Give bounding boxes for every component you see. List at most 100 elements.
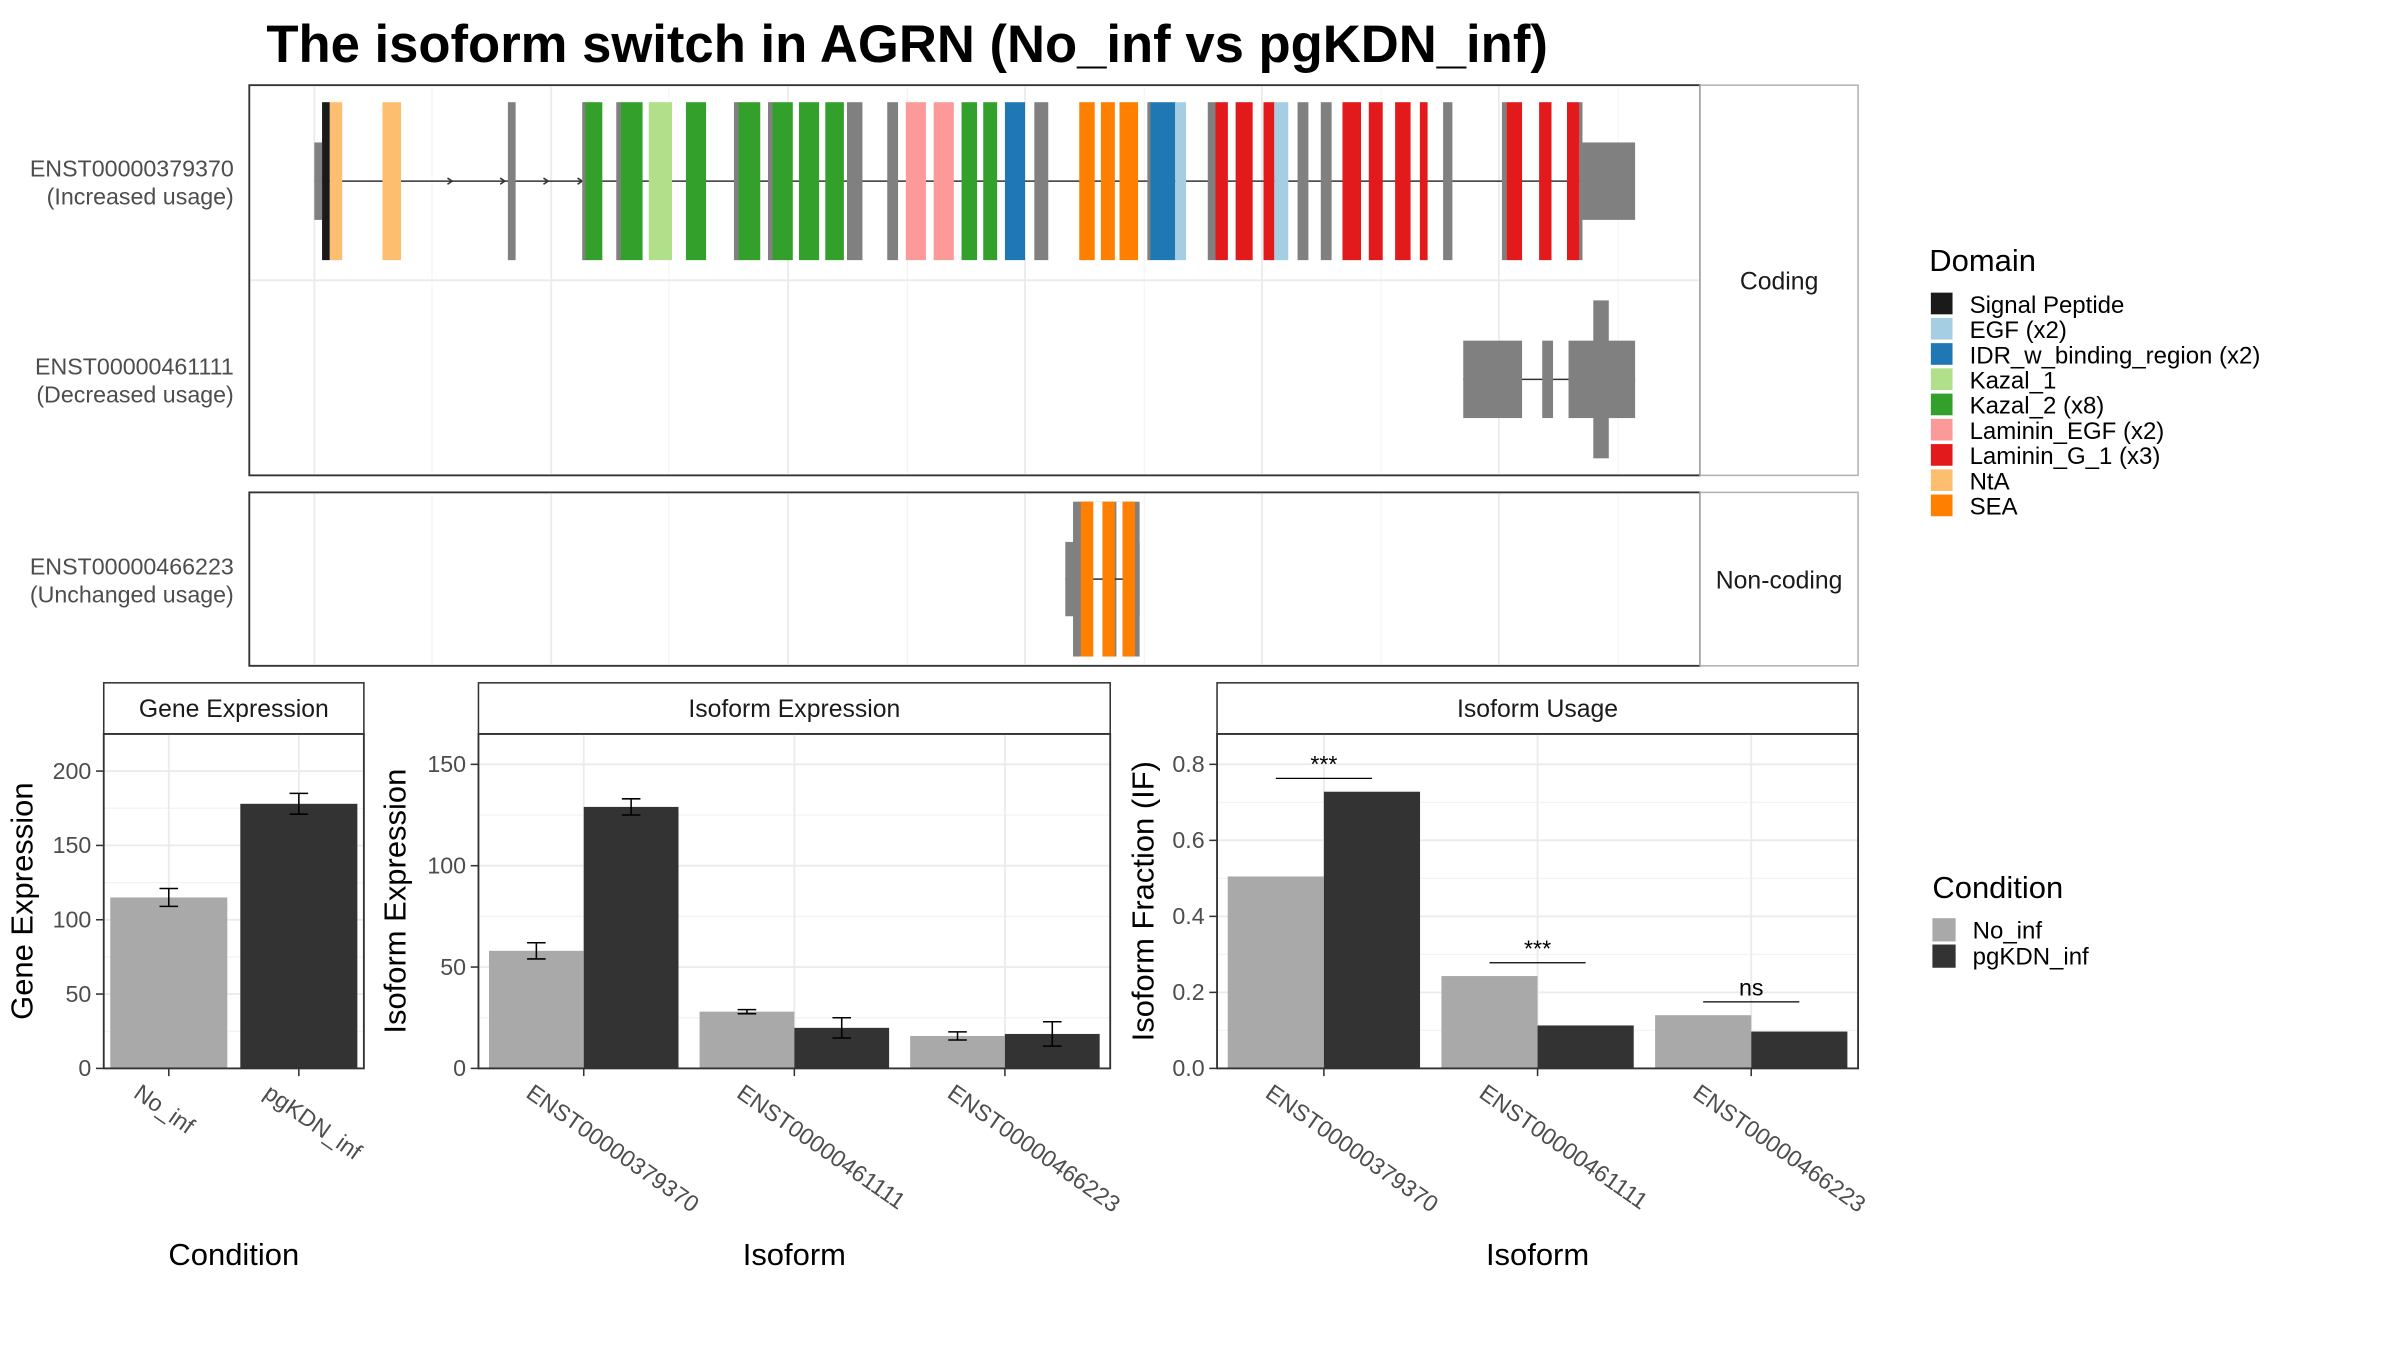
transcript-track-1 <box>314 102 1636 261</box>
domain-legend-label: NtA <box>1970 468 2010 495</box>
exon-domain-laminin-egf <box>933 102 954 261</box>
noncoding-panel: Non-coding <box>248 491 1859 667</box>
x-tick-label: No_inf <box>129 1079 199 1139</box>
noncoding-panel-grid <box>313 493 1619 665</box>
exon <box>768 102 773 261</box>
bar-no-inf <box>1227 876 1324 1069</box>
transcript-track-2 <box>1463 300 1636 459</box>
domain-legend-label: EGF (x2) <box>1970 317 2067 344</box>
chart-title: Isoform Usage <box>1457 696 1618 723</box>
exon-domain-kazal-2 <box>737 102 761 261</box>
chart-strip <box>102 682 365 735</box>
y-tick-label: 150 <box>427 751 466 777</box>
intron-arrow <box>447 177 454 185</box>
exon-domain-kazal-2 <box>771 102 793 261</box>
domain-legend-key <box>1930 368 1953 391</box>
domain-legend-label: Laminin_EGF (x2) <box>1970 418 2165 445</box>
exon-domain-laminin-g-1 <box>1566 102 1580 261</box>
exon-domain-kazal-2 <box>619 102 643 261</box>
exon-cds <box>1593 300 1609 459</box>
x-axis-title: Condition <box>168 1237 299 1272</box>
transcript-label-3-id: ENST00000466223 <box>30 553 234 579</box>
exon-domain-sea <box>1119 102 1139 261</box>
facet-label-coding: Coding <box>1740 269 1818 296</box>
domain-legend-label: Laminin_G_1 (x3) <box>1970 443 2161 470</box>
exon <box>1147 102 1151 261</box>
exon-utr <box>1463 340 1523 419</box>
domain-legend-key <box>1930 393 1953 416</box>
exon-domain-kazal-2 <box>825 102 844 261</box>
bar-pgkdn-inf <box>1537 1025 1634 1069</box>
domain-legend-key <box>1930 317 1953 340</box>
exon-domain-sea <box>1102 501 1115 657</box>
exon-domain-nta <box>329 102 343 261</box>
exon-domain-kazal-2 <box>961 102 978 261</box>
exon-domain-sea <box>1122 501 1135 657</box>
exon-domain-laminin-g-1 <box>1342 102 1362 261</box>
significance-label: *** <box>1524 936 1551 962</box>
bar-no-inf <box>488 950 584 1069</box>
exon <box>1579 102 1583 261</box>
exon-domain-laminin-g-1 <box>1368 102 1383 261</box>
exon <box>582 102 586 261</box>
bar-pgkdn-inf <box>583 806 679 1069</box>
y-axis-title: Gene Expression <box>5 782 40 1019</box>
domain-legend-title: Domain <box>1929 243 2036 278</box>
y-tick-label: 0.0 <box>1172 1055 1204 1081</box>
bar-no-inf <box>1655 1015 1752 1069</box>
x-axis-title: Isoform <box>1486 1237 1589 1272</box>
exon-domain-laminin-g-1 <box>1235 102 1253 261</box>
exon-domain-laminin-g-1 <box>1419 102 1428 261</box>
y-tick-label: 50 <box>66 981 92 1007</box>
exon <box>1297 102 1309 261</box>
bar-no-inf <box>1441 976 1538 1069</box>
exon-domain-nta <box>382 102 402 261</box>
significance-label: ns <box>1739 975 1764 1001</box>
domain-legend-label: Kazal_1 <box>1970 367 2057 394</box>
intron-arrow <box>499 177 507 185</box>
bar-pgkdn-inf <box>1323 791 1421 1069</box>
exon <box>733 102 739 261</box>
y-tick-label: 200 <box>53 758 92 784</box>
x-tick-label: ENST00000461111 <box>732 1079 910 1214</box>
chart-panel-border <box>102 733 365 1070</box>
exon-utr <box>1582 142 1636 220</box>
domain-legend-key <box>1930 494 1953 517</box>
domain-legend-label: SEA <box>1970 494 2018 521</box>
exon-domain-idr-w-binding-region <box>1004 102 1026 261</box>
x-axis-title: Isoform <box>743 1237 846 1272</box>
transcript-label-2-usage: (Decreased usage) <box>36 382 233 408</box>
y-tick-label: 0.4 <box>1172 903 1204 929</box>
figure-title: The isoform switch in AGRN (No_inf vs pg… <box>266 15 1548 74</box>
domain-legend-label: IDR_w_binding_region (x2) <box>1970 342 2261 369</box>
exon <box>1034 102 1049 261</box>
chart-title: Isoform Expression <box>688 696 900 723</box>
transcript-label-1-usage: (Increased usage) <box>47 183 234 209</box>
isoform-usage-chart: Isoform Usage 0.0 0.2 0.4 0.6 0.8 *** *** ns ENST… <box>1126 682 1871 1272</box>
y-tick-label: 0 <box>78 1055 91 1081</box>
exon <box>1320 102 1332 261</box>
exon-domain-kazal-1 <box>648 102 673 261</box>
exon-domain-kazal-2 <box>685 102 707 261</box>
domain-legend-key <box>1930 418 1953 441</box>
bar-no-inf <box>910 1035 1005 1069</box>
chart-title: Gene Expression <box>139 696 329 723</box>
transcript-label-2-id: ENST00000461111 <box>35 354 234 380</box>
x-tick-label: ENST00000379370 <box>522 1079 704 1217</box>
condition-legend-key <box>1932 918 1956 942</box>
exon-utr <box>1542 340 1554 419</box>
exon-domain-sea <box>1080 501 1094 657</box>
exon <box>1501 102 1507 261</box>
condition-legend-title: Condition <box>1932 870 2063 905</box>
transcript-label-3-usage: (Unchanged usage) <box>30 581 234 607</box>
y-tick-label: 150 <box>53 832 92 858</box>
transcript-label-1-id: ENST00000379370 <box>30 156 234 182</box>
x-tick-label: pgKDN_inf <box>260 1079 367 1165</box>
domain-legend-label: Kazal_2 (x8) <box>1970 393 2105 420</box>
exon-domain-signal-peptide <box>322 102 330 261</box>
condition-legend-key <box>1932 944 1956 968</box>
domain-legend-key <box>1930 444 1953 466</box>
y-tick-label: 0.6 <box>1172 827 1204 853</box>
facet-label-noncoding: Non-coding <box>1716 567 1843 594</box>
